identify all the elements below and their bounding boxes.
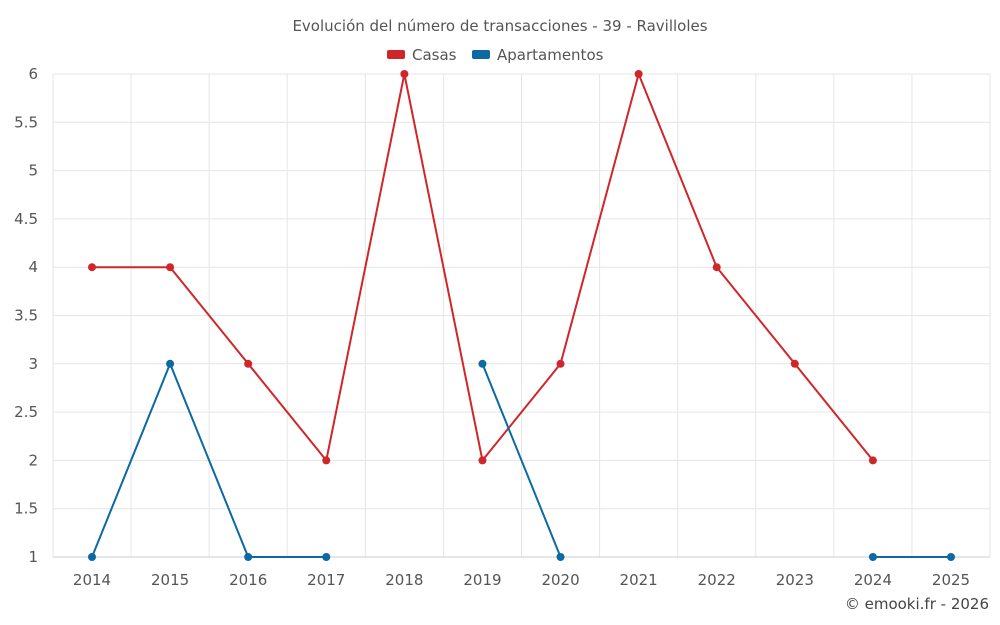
y-tick-label: 3.5	[14, 307, 38, 325]
x-tick-label: 2022	[698, 571, 736, 589]
series-apartamentos	[88, 359, 955, 561]
data-point[interactable]	[478, 359, 487, 368]
y-tick-label: 6	[28, 65, 38, 83]
legend-label: Apartamentos	[497, 46, 604, 64]
x-tick-label: 2015	[151, 571, 189, 589]
y-tick-label: 1	[28, 548, 38, 566]
x-tick-label: 2014	[73, 571, 111, 589]
y-tick-label: 2.5	[14, 403, 38, 421]
data-point[interactable]	[88, 553, 96, 561]
x-tick-label: 2016	[229, 571, 267, 589]
data-point[interactable]	[790, 359, 799, 368]
x-tick-label: 2023	[776, 571, 814, 589]
y-axis: 1 1.5 2 2.5 3 3.5 4 4.5 5 5.5 6	[14, 65, 38, 566]
data-point[interactable]	[244, 553, 253, 561]
y-tick-label: 5.5	[14, 113, 38, 131]
legend-item-casas[interactable]: Casas	[387, 46, 457, 64]
legend[interactable]: Casas Apartamentos	[387, 46, 604, 64]
x-tick-label: 2024	[854, 571, 892, 589]
legend-swatch	[387, 50, 405, 59]
data-point[interactable]	[868, 553, 877, 561]
grid	[52, 73, 991, 558]
series-casas	[88, 70, 877, 465]
credit-text: © emooki.fr - 2026	[845, 595, 989, 613]
data-point[interactable]	[244, 359, 253, 368]
x-tick-label: 2019	[463, 571, 501, 589]
x-axis: 2014 2015 2016 2017 2018 2019 2020 2021 2022 2023…	[73, 571, 970, 589]
x-tick-label: 2021	[620, 571, 658, 589]
y-tick-label: 4.5	[14, 210, 38, 228]
x-tick-label: 2025	[932, 571, 970, 589]
y-tick-label: 4	[28, 258, 38, 276]
legend-item-apartamentos[interactable]: Apartamentos	[472, 46, 604, 64]
data-point[interactable]	[556, 553, 565, 561]
data-point[interactable]	[322, 456, 331, 465]
chart-title: Evolución del número de transacciones - …	[292, 17, 707, 35]
data-point[interactable]	[166, 359, 175, 368]
data-point[interactable]	[556, 359, 565, 368]
x-tick-label: 2017	[307, 571, 345, 589]
data-point[interactable]	[712, 263, 721, 272]
y-tick-label: 2	[28, 451, 38, 469]
data-point[interactable]	[322, 553, 331, 561]
y-tick-label: 5	[28, 162, 38, 180]
data-point[interactable]	[400, 70, 409, 78]
series-line	[481, 363, 562, 558]
y-tick-label: 3	[28, 355, 38, 373]
data-point[interactable]	[478, 456, 487, 465]
data-point[interactable]	[166, 263, 175, 272]
x-tick-label: 2020	[541, 571, 579, 589]
data-point[interactable]	[88, 263, 96, 272]
data-point[interactable]	[947, 553, 955, 561]
y-tick-label: 1.5	[14, 500, 38, 518]
data-point[interactable]	[634, 70, 643, 78]
series	[88, 70, 955, 561]
data-point[interactable]	[868, 456, 877, 465]
series-line	[91, 362, 327, 558]
legend-label: Casas	[412, 46, 457, 64]
legend-swatch	[472, 50, 490, 59]
x-tick-label: 2018	[385, 571, 423, 589]
